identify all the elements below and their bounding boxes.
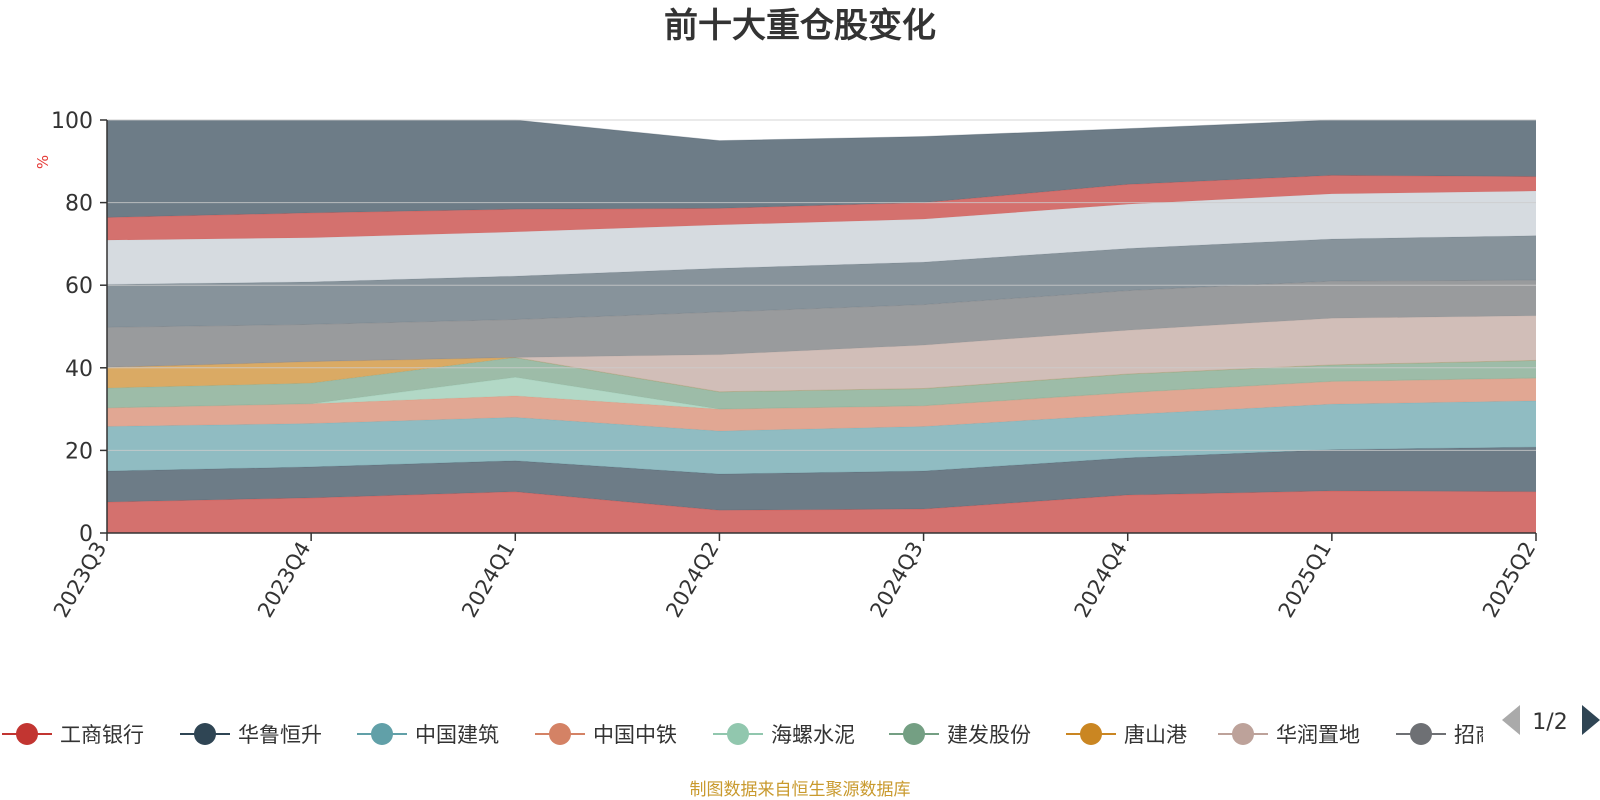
legend-item[interactable]: 唐山港	[1066, 723, 1187, 747]
legend-marker-icon	[727, 723, 749, 745]
legend-marker-icon	[16, 723, 38, 745]
y-tick-label: 0	[79, 522, 93, 547]
area-2	[107, 447, 1536, 511]
legend-item[interactable]: 中国建筑	[357, 723, 499, 747]
chart-title: 前十大重仓股变化	[664, 6, 936, 46]
legend-label: 华润置地	[1276, 723, 1360, 747]
legend-item[interactable]: 招商银行	[1396, 723, 1538, 747]
area-9	[107, 280, 1536, 368]
legend-item[interactable]: 建发股份	[889, 723, 1031, 747]
legend-marker-icon	[903, 723, 925, 745]
legend-marker-icon	[194, 723, 216, 745]
legend-label: 中国中铁	[593, 723, 677, 747]
legend-label: 华鲁恒升	[238, 723, 322, 747]
pager-next-arrow-icon[interactable]	[1582, 705, 1600, 735]
y-tick-label: 40	[65, 357, 93, 382]
x-tick-label: 2023Q4	[253, 538, 315, 622]
area-5	[107, 377, 1536, 410]
legend-label: 中国建筑	[415, 723, 499, 747]
area-edge-11	[106, 190, 1537, 241]
legend-marker-icon	[1410, 723, 1432, 745]
area-11	[107, 191, 1536, 285]
area-12	[107, 175, 1536, 241]
legend-page-indicator: 1/2	[1532, 710, 1567, 735]
y-tick-label: 60	[65, 274, 93, 299]
x-tick-label: 2023Q3	[49, 538, 111, 622]
area-8	[107, 315, 1536, 392]
legend-item[interactable]: 工商银行	[2, 723, 144, 747]
legend-label: 招商银行	[1454, 723, 1538, 747]
legend-pager[interactable]: 1/2	[1502, 705, 1600, 735]
legend-marker-icon	[371, 723, 393, 745]
area-edge-2	[106, 446, 1537, 475]
legend-items: 工商银行 华鲁恒升 中国建筑 中国中铁 海螺水泥 建发股份 唐山港 华润置地 招商银行	[2, 723, 1538, 747]
data-source-note: 制图数据来自恒生聚源数据库	[690, 780, 911, 800]
pager-prev-arrow-icon[interactable]	[1502, 705, 1520, 735]
x-tick-label: 2024Q2	[661, 538, 723, 622]
y-tick-label: 80	[65, 192, 93, 217]
area-13	[107, 120, 1536, 218]
plot-areas	[106, 119, 1537, 533]
area-3	[107, 400, 1536, 474]
legend-item[interactable]: 华鲁恒升	[180, 723, 322, 747]
y-tick-label: 100	[51, 109, 93, 134]
x-tick-label: 2025Q2	[1478, 538, 1540, 622]
area-1	[107, 490, 1536, 533]
legend-item[interactable]: 中国中铁	[535, 723, 677, 747]
x-tick-label: 2025Q1	[1274, 538, 1336, 622]
legend-marker-icon	[549, 723, 571, 745]
area-4	[107, 378, 1536, 431]
x-tick-label: 2024Q3	[865, 538, 927, 622]
legend-marker-icon	[1232, 723, 1254, 745]
legend[interactable]: 工商银行 华鲁恒升 中国建筑 中国中铁 海螺水泥 建发股份 唐山港 华润置地 招商银行	[2, 723, 1538, 747]
y-axis-label: %	[34, 155, 52, 169]
x-tick-label: 2024Q4	[1070, 538, 1132, 622]
legend-label: 海螺水泥	[771, 723, 855, 747]
y-tick-label: 20	[65, 439, 93, 464]
area-6	[107, 357, 1536, 410]
x-tick-label: 2024Q1	[457, 538, 519, 622]
legend-label: 工商银行	[60, 723, 144, 747]
legend-marker-icon	[1080, 723, 1102, 745]
area-10	[107, 235, 1536, 328]
legend-label: 建发股份	[947, 723, 1031, 747]
legend-item[interactable]: 华润置地	[1218, 723, 1360, 747]
legend-label: 唐山港	[1124, 723, 1187, 747]
grid-lines	[107, 119, 1536, 451]
legend-item[interactable]: 海螺水泥	[713, 723, 855, 747]
